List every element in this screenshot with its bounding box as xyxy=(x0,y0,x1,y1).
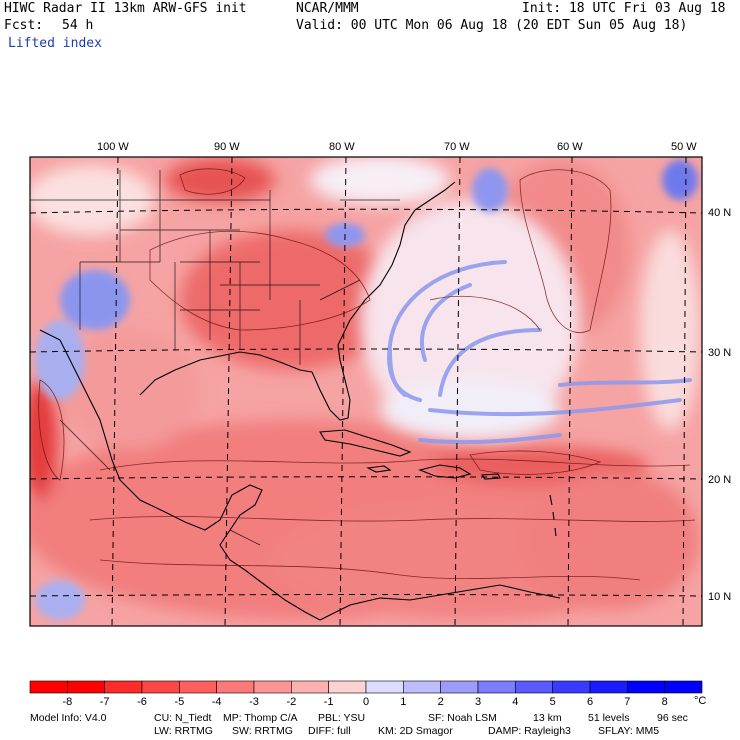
footer-diff: DIFF: full xyxy=(308,725,351,737)
colorbar-swatch xyxy=(403,680,441,694)
colorbar-tick-label: 8 xyxy=(661,696,668,708)
colorbar-swatch xyxy=(440,680,479,694)
lat-label-10n: 10 N xyxy=(708,591,732,603)
map-field xyxy=(30,157,702,626)
map-title: HIWC Radar II 13km ARW-GFS init xyxy=(4,1,247,16)
stable-regions xyxy=(35,160,698,620)
colorbar-swatch xyxy=(664,680,703,694)
footer-model-info: Model Info: V4.0 xyxy=(30,712,107,724)
footer-mp: MP: Thomp C/A xyxy=(223,712,298,724)
colorbar-tick-label: 1 xyxy=(400,696,407,708)
colorbar-tick-label: 0 xyxy=(362,696,370,708)
colorbar-tick-label: -1 xyxy=(323,696,334,708)
colorbar-swatch xyxy=(365,680,404,694)
valid-time: Valid: 00 UTC Mon 06 Aug 18 (20 EDT Sun … xyxy=(296,18,688,33)
footer-cu: CU: N_Tiedt xyxy=(154,712,212,724)
colorbar-swatch xyxy=(515,680,553,694)
map-frame xyxy=(29,156,703,627)
footer-timestep: 96 sec xyxy=(657,712,688,724)
colorbar-swatch xyxy=(552,680,591,694)
colorbar-swatch xyxy=(291,680,329,694)
colorbar-swatch xyxy=(141,680,180,694)
unstable-regions xyxy=(30,158,700,620)
colorbar-swatch xyxy=(328,680,367,694)
colorbar-tick-label: -7 xyxy=(99,696,110,708)
colorbar-swatch xyxy=(627,680,665,694)
colorbar-swatch xyxy=(253,680,292,694)
field-name: Lifted index xyxy=(8,36,102,51)
coastlines xyxy=(39,181,561,621)
colorbar-swatch xyxy=(104,680,143,694)
forecast-label: Fcst: xyxy=(4,18,44,33)
footer-sflay: SFLAY: MM5 xyxy=(598,725,660,737)
colorbar-tick-label: 3 xyxy=(474,696,482,708)
lat-label-30n: 30 N xyxy=(708,347,732,359)
colorbar-swatch xyxy=(29,680,68,694)
forecast-hour: 54 h xyxy=(62,18,94,33)
footer-damp: DAMP: Rayleigh3 xyxy=(488,725,571,737)
org-label: NCAR/MMM xyxy=(296,1,359,16)
lon-label-60w: 60 W xyxy=(557,141,583,153)
colorbar-swatch xyxy=(216,680,255,694)
colorbar-tick-label: 4 xyxy=(512,696,519,708)
lon-label-80w: 80 W xyxy=(329,141,355,153)
colorbar-tick-label: 2 xyxy=(437,696,444,708)
footer-km: KM: 2D Smagor xyxy=(378,725,453,737)
lon-label-50w: 50 W xyxy=(671,141,697,153)
colorbar-tick-label: -3 xyxy=(249,696,259,708)
colorbar-tick-label: -5 xyxy=(174,696,185,708)
footer-sf: SF: Noah LSM xyxy=(428,712,497,724)
lat-lon-grid xyxy=(30,157,702,626)
stable-streaks xyxy=(387,260,692,445)
lon-label-90w: 90 W xyxy=(214,141,240,153)
colorbar-swatch xyxy=(589,680,628,694)
colorbar-tick-label: -6 xyxy=(137,696,147,708)
contour-lines xyxy=(38,168,696,581)
colorbar-tick-label: 7 xyxy=(624,696,631,708)
colorbar-tick-label: -8 xyxy=(62,696,73,708)
colorbar-tick-label: -2 xyxy=(286,696,297,708)
footer-resolution: 13 km xyxy=(533,712,562,724)
colorbar-unit: °C xyxy=(694,695,707,707)
footer-levels: 51 levels xyxy=(588,712,630,724)
colorbar-tick-label: -4 xyxy=(211,696,222,708)
political-borders xyxy=(30,170,400,546)
colorbar xyxy=(29,680,703,694)
footer-sw: SW: RRTMG xyxy=(232,725,293,737)
colorbar-swatch xyxy=(477,680,516,694)
footer-pbl: PBL: YSU xyxy=(318,712,366,724)
colorbar-swatch xyxy=(67,680,105,694)
lat-label-20n: 20 N xyxy=(708,474,732,486)
colorbar-tick-label: 6 xyxy=(586,696,594,708)
lat-label-40n: 40 N xyxy=(708,207,732,219)
footer-lw: LW: RRTMG xyxy=(154,725,213,737)
colorbar-swatch xyxy=(179,680,217,694)
lon-label-70w: 70 W xyxy=(444,141,470,153)
lon-label-100w: 100 W xyxy=(97,141,129,153)
init-time: Init: 18 UTC Fri 03 Aug 18 xyxy=(522,1,726,16)
colorbar-tick-label: 5 xyxy=(549,696,556,708)
